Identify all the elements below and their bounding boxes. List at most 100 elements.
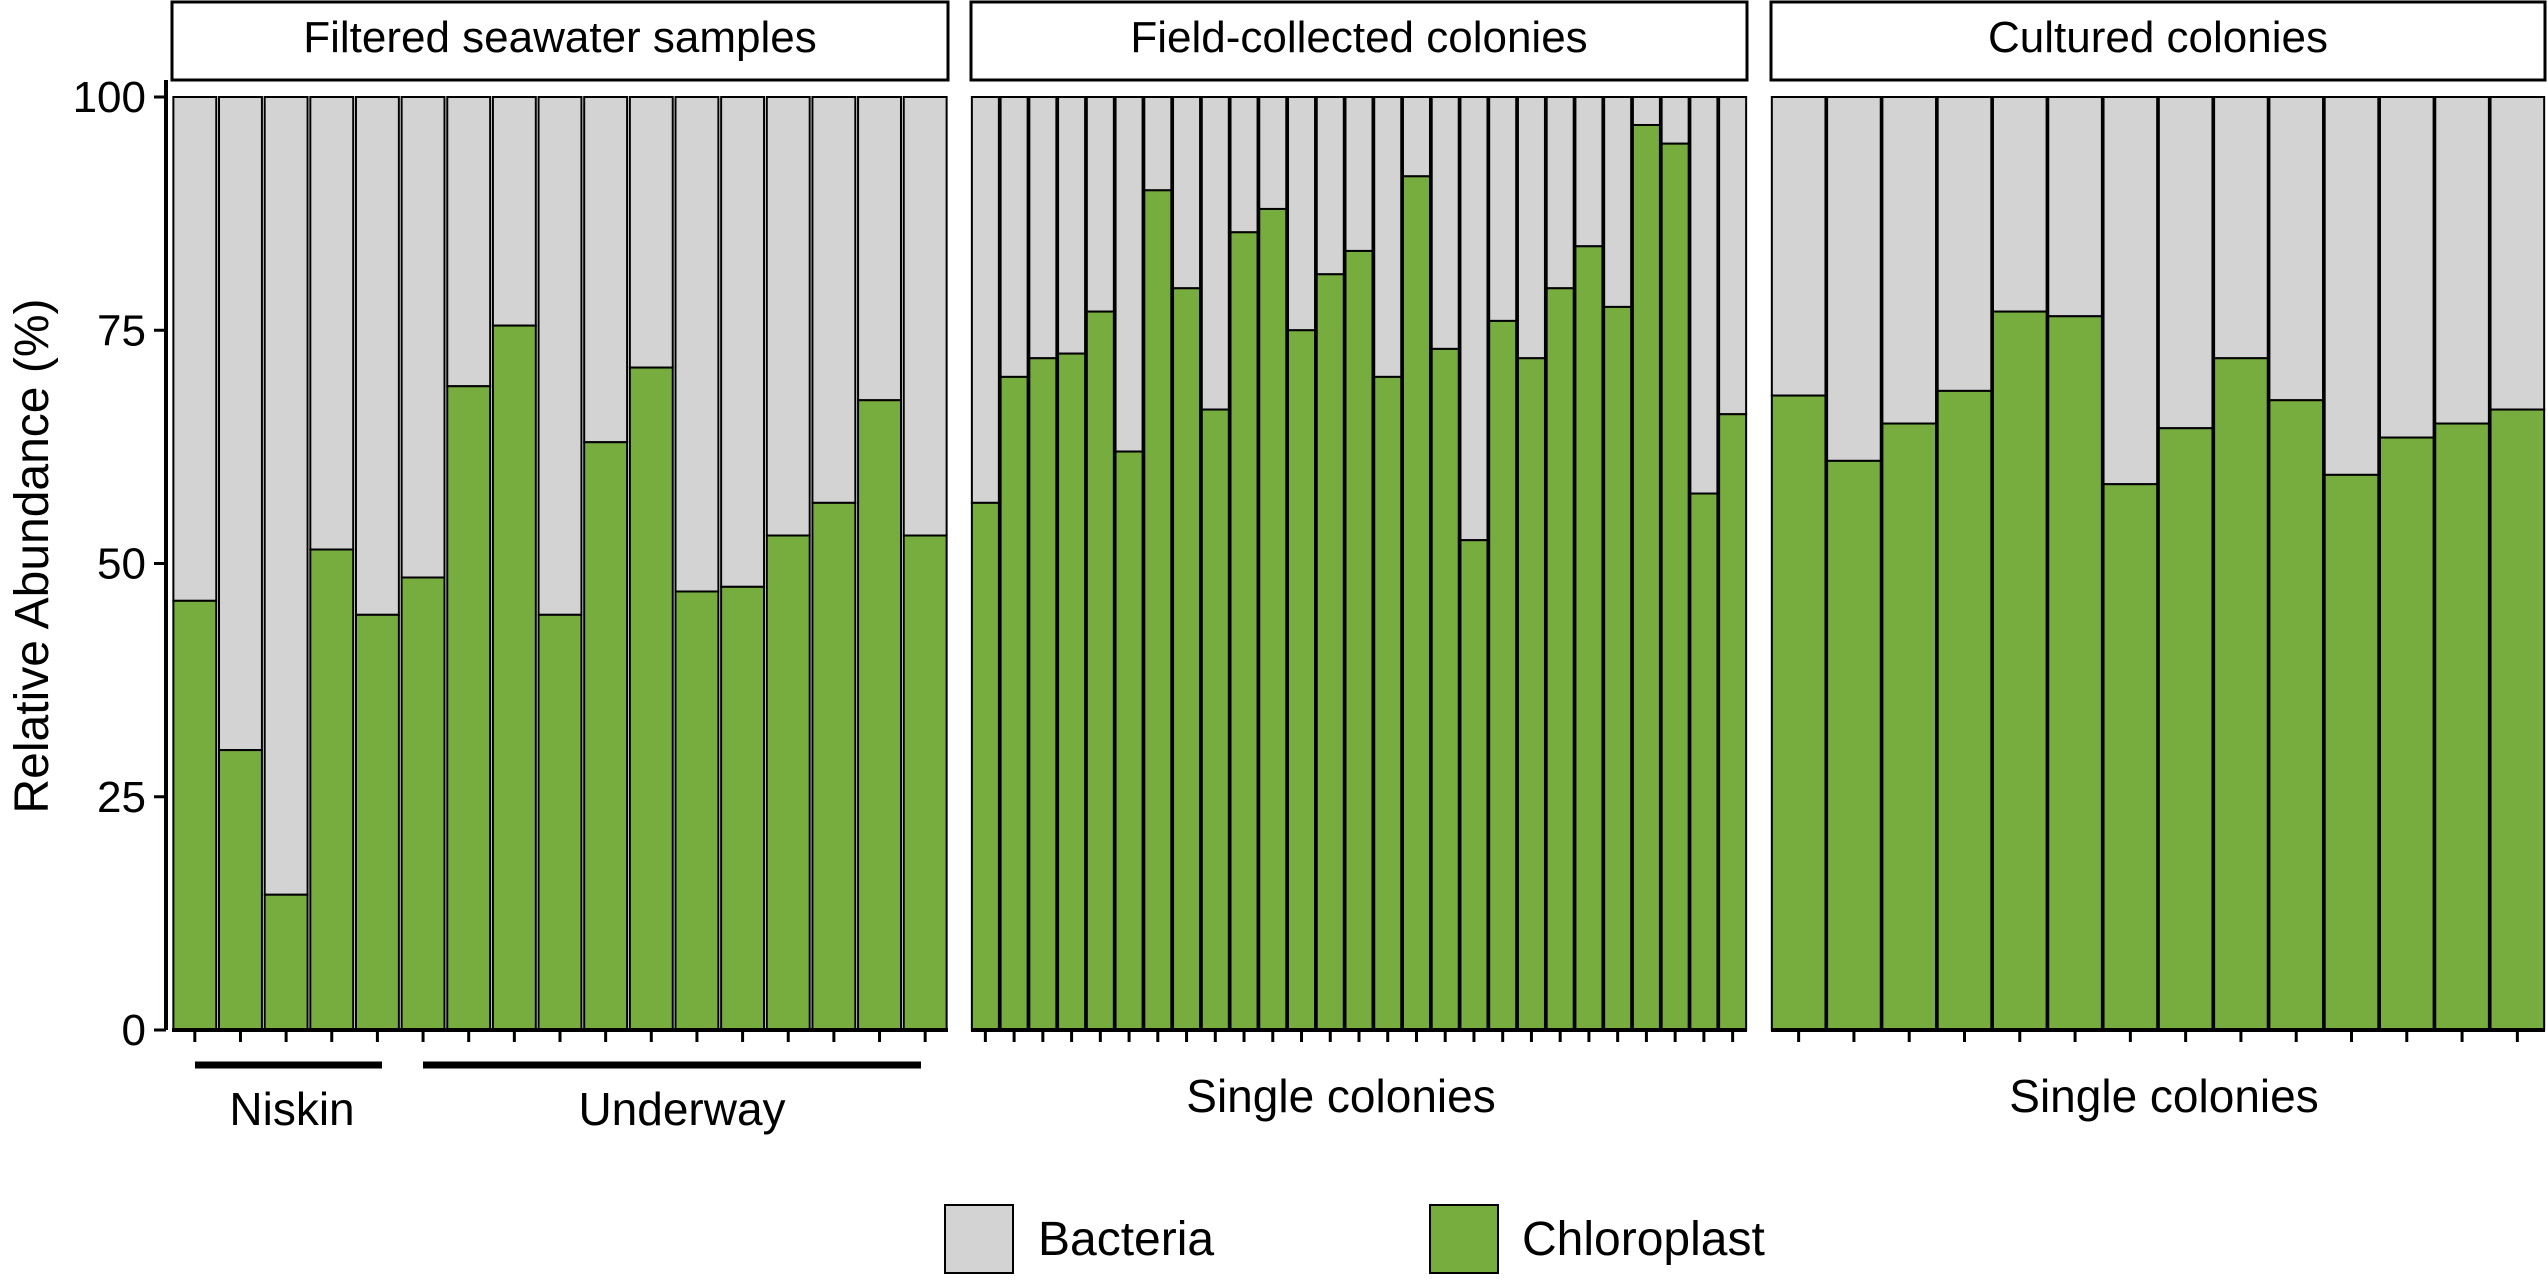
bar-chloroplast	[1085, 310, 1115, 1031]
bar-bacteria	[583, 96, 629, 444]
bar-chloroplast	[1459, 539, 1489, 1031]
bar-chloroplast	[1545, 287, 1575, 1031]
legend: Bacteria Chloroplast	[944, 1204, 1765, 1274]
bar-bacteria	[491, 96, 537, 327]
bar-bacteria	[1172, 96, 1202, 290]
group-label-single-colonies-cultured: Single colonies	[2009, 1070, 2318, 1122]
bar-chloroplast	[2378, 436, 2435, 1032]
bar-chloroplast	[1603, 305, 1633, 1031]
bar-chloroplast	[674, 590, 720, 1031]
bar-chloroplast	[1143, 189, 1173, 1032]
bar-chloroplast	[400, 576, 446, 1031]
bar-bacteria	[446, 96, 492, 388]
group-label-single-colonies-field: Single colonies	[1186, 1070, 1495, 1122]
bar-bacteria	[2268, 96, 2325, 402]
bar-bacteria	[1603, 96, 1633, 308]
panel-2-bars	[970, 96, 1748, 1032]
bar-bacteria	[309, 96, 355, 551]
bar-chloroplast	[1229, 231, 1259, 1032]
bar-chloroplast	[1516, 357, 1546, 1031]
bar-chloroplast	[1172, 287, 1202, 1031]
bar-bacteria	[1373, 96, 1403, 378]
panel-2-title: Field-collected colonies	[1130, 13, 1587, 62]
bar-chloroplast	[2213, 357, 2269, 1031]
bar-chloroplast	[1488, 319, 1518, 1032]
bar-bacteria	[537, 96, 583, 616]
bar-chloroplast	[1057, 352, 1087, 1031]
panel-1: Filtered seawater samples Niskin Underwa…	[170, 0, 950, 1135]
bar-bacteria	[1287, 96, 1317, 332]
bar-bacteria	[811, 96, 857, 504]
y-axis-label: Relative Abundance (%)	[6, 299, 59, 814]
bar-bacteria	[1344, 96, 1374, 252]
group-label-niskin: Niskin	[229, 1083, 354, 1135]
bar-chloroplast	[811, 501, 857, 1032]
bar-bacteria	[218, 96, 263, 752]
panel-1-strip	[170, 0, 950, 82]
panel-1-bars	[172, 96, 948, 1032]
bar-chloroplast	[857, 399, 902, 1032]
bar-bacteria	[1881, 96, 1938, 425]
bar-bacteria	[1689, 96, 1719, 495]
bar-chloroplast	[446, 385, 492, 1032]
bar-chloroplast	[1631, 123, 1661, 1032]
bar-bacteria	[1660, 96, 1690, 145]
bar-chloroplast	[2157, 427, 2214, 1031]
bar-chloroplast	[1287, 329, 1317, 1031]
y-tick-label: 100	[73, 73, 146, 122]
y-tick-label: 75	[97, 306, 146, 355]
bar-bacteria	[1936, 96, 1993, 392]
bar-bacteria	[2378, 96, 2435, 439]
bar-bacteria	[1200, 96, 1230, 411]
bar-chloroplast	[1936, 389, 1993, 1031]
bar-chloroplast	[970, 501, 1000, 1032]
bar-bacteria	[1258, 96, 1288, 210]
bar-chloroplast	[999, 375, 1029, 1031]
panel-2: Field-collected colonies Single colonies	[969, 0, 1749, 1122]
y-tick-label: 50	[97, 540, 146, 589]
bar-bacteria	[1459, 96, 1489, 542]
panel-3-bars	[1770, 96, 2546, 1032]
bar-bacteria	[1516, 96, 1546, 360]
bar-bacteria	[1085, 96, 1115, 313]
bar-chloroplast	[1200, 408, 1230, 1031]
bar-bacteria	[2213, 96, 2269, 360]
bar-bacteria	[674, 96, 720, 593]
bar-chloroplast	[1401, 175, 1431, 1031]
bar-chloroplast	[2102, 483, 2159, 1031]
bar-bacteria	[2102, 96, 2159, 486]
y-tick-label: 25	[97, 773, 146, 822]
bar-bacteria	[2323, 96, 2380, 476]
bar-bacteria	[999, 96, 1029, 378]
bar-bacteria	[2047, 96, 2103, 318]
panel-3-title: Cultured colonies	[1988, 13, 2328, 62]
bar-chloroplast	[1373, 375, 1403, 1031]
bar-bacteria	[354, 96, 400, 616]
bar-bacteria	[1057, 96, 1087, 355]
bar-bacteria	[1315, 96, 1345, 276]
y-axis: 0 25 50 75 100	[73, 73, 168, 1055]
panel-3: Cultured colonies Single colonies	[1769, 0, 2547, 1122]
bar-bacteria	[1545, 96, 1575, 290]
y-tick-label: 0	[122, 1006, 146, 1055]
bar-bacteria	[1028, 96, 1058, 360]
bar-chloroplast	[263, 893, 309, 1032]
bar-bacteria	[1770, 96, 1827, 397]
bar-bacteria	[1631, 96, 1661, 126]
bar-chloroplast	[902, 534, 948, 1031]
bar-chloroplast	[1028, 357, 1058, 1031]
bar-chloroplast	[1991, 310, 2048, 1031]
bar-chloroplast	[1770, 394, 1827, 1031]
bar-bacteria	[1574, 96, 1604, 248]
bar-chloroplast	[2268, 399, 2325, 1032]
y-axis-ticks: 0 25 50 75 100	[73, 73, 166, 1055]
panel-2-strip	[969, 0, 1749, 82]
bar-bacteria	[2434, 96, 2490, 425]
bar-chloroplast	[309, 548, 355, 1031]
bar-chloroplast	[1826, 459, 1882, 1031]
bar-chloroplast	[1881, 422, 1938, 1031]
bar-bacteria	[1114, 96, 1144, 453]
bar-bacteria	[1991, 96, 2048, 313]
bar-chloroplast	[1689, 492, 1719, 1031]
